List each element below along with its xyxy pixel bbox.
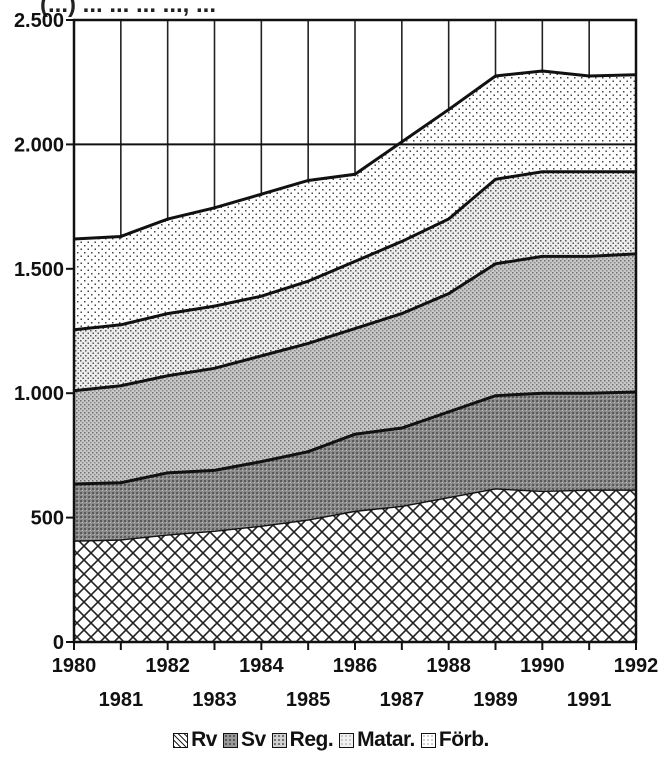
x-tick-label: 1982: [145, 655, 190, 677]
area-reg: [74, 253, 636, 485]
legend-swatch-icon: [271, 732, 287, 748]
legend-item: Reg.: [271, 728, 334, 752]
x-tick-label: 1983: [192, 689, 237, 711]
legend-label: Matar.: [357, 728, 415, 751]
legend-item: Rv: [173, 728, 217, 752]
y-tick-label: 1.500: [14, 259, 64, 281]
x-tick-label: 1986: [333, 655, 378, 677]
series-boundary-lines: [73, 69, 637, 542]
x-tick-label: 1990: [520, 655, 565, 677]
y-axis-ticks: 0 500 1.000 1.500 2.000 2.500: [14, 10, 74, 654]
legend-swatch-icon: [339, 732, 355, 748]
y-tick-label: 1.000: [14, 383, 64, 405]
area-frb: [74, 71, 636, 330]
y-tick-label: 2.500: [14, 10, 64, 32]
boundary-line-sv: [73, 390, 637, 486]
x-tick-label: 1991: [567, 689, 612, 711]
legend-item: Matar.: [339, 728, 415, 752]
legend-item: Förb.: [420, 728, 490, 752]
legend-label: Förb.: [438, 728, 490, 751]
vertical-gridlines: [120, 20, 590, 239]
y-tick-label: 2.000: [14, 134, 64, 156]
boundary-line-frb: [73, 69, 637, 241]
y-tick-label: 0: [53, 632, 64, 654]
legend-label: Rv: [191, 728, 217, 751]
x-tick-label: 1988: [426, 655, 471, 677]
x-tick-label: 1987: [380, 689, 425, 711]
boundary-line-rv: [73, 488, 636, 542]
area-rv: [74, 488, 636, 642]
area-matar: [74, 171, 636, 391]
x-tick-label: 1981: [99, 689, 144, 711]
legend-swatch-icon: [173, 732, 189, 748]
chart-title-fragment: (...) ... ... ... ..., ...: [40, 0, 216, 18]
legend: Rv Sv Reg. Matar. Förb.: [0, 728, 662, 754]
x-axis-ticks: 1980 1982 1984 1986 1988 1990 1992 1981 1983 1985…: [52, 642, 659, 711]
x-tick-label: 1992: [614, 655, 659, 677]
legend-item: Sv: [222, 728, 266, 752]
x-tick-label: 1980: [52, 655, 97, 677]
legend-label: Reg.: [289, 728, 334, 751]
legend-swatch-icon: [420, 732, 436, 748]
boundary-line-matar: [73, 170, 636, 332]
area-layers: [74, 71, 636, 642]
legend-label: Sv: [240, 728, 266, 751]
legend-swatch-icon: [222, 732, 238, 748]
x-tick-label: 1989: [473, 689, 518, 711]
area-sv: [74, 391, 636, 542]
boundary-line-reg: [73, 252, 637, 393]
x-tick-label: 1984: [239, 655, 284, 677]
y-tick-label: 500: [31, 508, 64, 530]
x-tick-label: 1985: [286, 689, 331, 711]
